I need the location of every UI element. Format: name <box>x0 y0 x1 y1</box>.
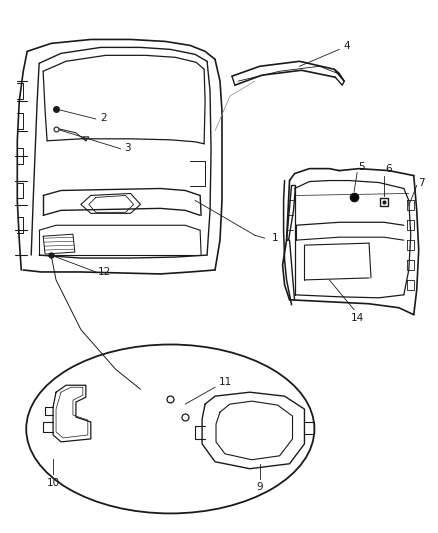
Text: 7: 7 <box>418 177 425 188</box>
Text: 2: 2 <box>100 113 107 123</box>
Text: 6: 6 <box>385 164 392 174</box>
Text: 11: 11 <box>218 377 232 387</box>
Text: 1: 1 <box>271 233 278 243</box>
Text: 10: 10 <box>46 478 60 488</box>
Text: 14: 14 <box>350 313 364 322</box>
Text: 9: 9 <box>256 482 263 491</box>
Text: 4: 4 <box>344 42 350 51</box>
Text: 3: 3 <box>124 143 131 153</box>
Text: 12: 12 <box>98 267 111 277</box>
Text: 5: 5 <box>358 161 364 172</box>
